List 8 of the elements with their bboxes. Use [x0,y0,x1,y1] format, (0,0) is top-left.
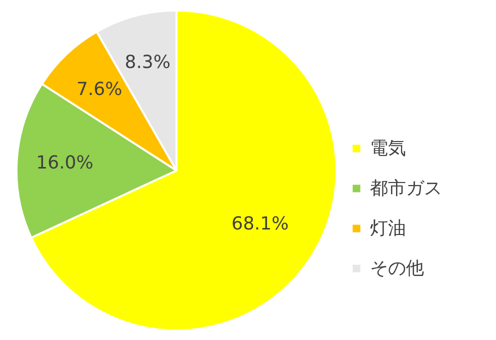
data-label: 68.1% [232,213,289,234]
legend-label: 都市ガス [370,177,442,200]
data-label: 16.0% [36,152,94,174]
data-label: 7.6% [76,78,122,100]
data-label: 8.3% [124,52,170,73]
legend-label: 灯油 [370,217,406,240]
legend-label: 電気 [370,137,406,160]
legend-label: その他 [370,257,424,280]
